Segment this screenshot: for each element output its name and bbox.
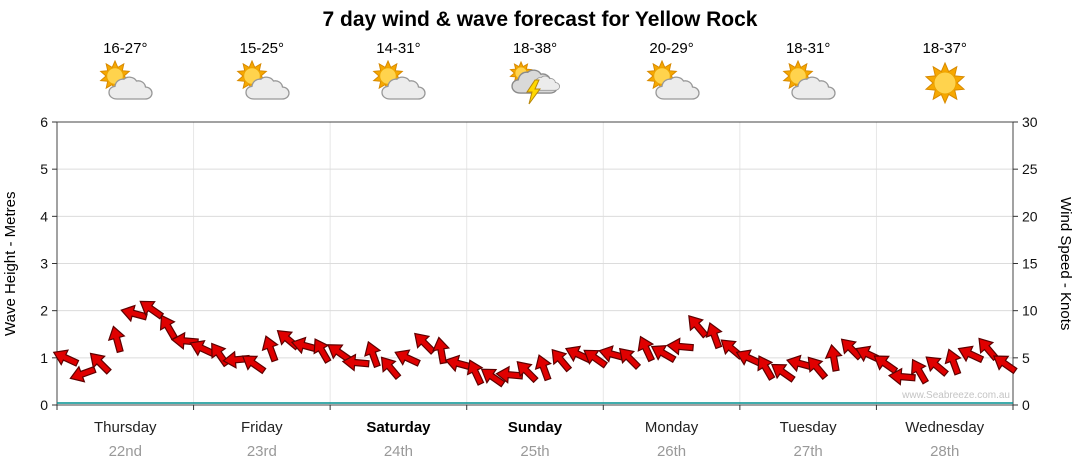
wind-arrow [341, 353, 370, 372]
wind-arrow [139, 300, 165, 320]
right-axis-label: Wind Speed - Knots [1057, 197, 1074, 331]
day-date-label: 23rd [246, 443, 277, 460]
wind-arrow [618, 347, 642, 370]
right-tick-label: 0 [1022, 397, 1030, 413]
day-temp: 14-31° [376, 40, 421, 57]
storm-icon [505, 60, 565, 108]
right-tick-label: 5 [1022, 350, 1030, 366]
wind-arrow [261, 335, 279, 363]
wind-arrow [688, 315, 709, 339]
left-tick-label: 1 [40, 350, 48, 366]
right-tick-label: 15 [1022, 256, 1038, 272]
day-temp: 20-29° [649, 40, 694, 57]
right-tick-label: 30 [1022, 114, 1038, 130]
wind-arrow [705, 321, 723, 350]
sun-cloud-icon [232, 59, 292, 108]
wind-arrow [925, 356, 949, 377]
wind-arrow [807, 356, 829, 381]
day-date-label: 27th [793, 443, 823, 460]
left-tick-label: 4 [40, 208, 48, 224]
wind-arrow [327, 344, 352, 363]
day-name-label: Friday [241, 419, 283, 436]
wind-arrow [107, 325, 126, 354]
watermark: www.Seabreeze.com.au [902, 390, 1010, 401]
left-tick-label: 6 [40, 114, 48, 130]
day-temp: 18-37° [922, 40, 967, 57]
wind-arrow [992, 355, 1018, 375]
page-title: 7 day wind & wave forecast for Yellow Ro… [322, 8, 758, 31]
day-date-label: 22nd [108, 443, 142, 460]
wind-arrow [824, 343, 843, 372]
wind-arrow [480, 368, 506, 388]
wind-arrow [241, 355, 267, 375]
wind-arrow [69, 365, 97, 383]
wind-arrow [414, 332, 437, 355]
sun-cloud-icon [642, 59, 702, 108]
wind-arrow [313, 338, 332, 364]
wind-arrow [52, 349, 80, 367]
wind-arrow [757, 355, 776, 381]
wind-arrow [583, 349, 609, 369]
wind-arrow [516, 361, 539, 384]
wind-arrow [466, 359, 485, 386]
wind-arrow [911, 358, 930, 385]
sun-cloud-icon [95, 59, 155, 108]
day-date-label: 25th [520, 443, 550, 460]
day-temp: 18-38° [512, 40, 558, 57]
wind-arrow [534, 354, 552, 382]
day-name-label: Sunday [507, 419, 563, 436]
day-name-label: Saturday [366, 419, 431, 436]
day-temp: 15-25° [239, 40, 285, 57]
day-name-label: Wednesday [905, 419, 985, 436]
wind-arrow [551, 348, 573, 373]
left-tick-label: 5 [40, 161, 48, 177]
right-tick-label: 10 [1022, 303, 1038, 319]
day-name-label: Thursday [94, 419, 157, 436]
wind-arrow [957, 345, 985, 364]
wind-arrow [770, 363, 796, 383]
wind-arrow [170, 331, 199, 350]
day-date-label: 24th [383, 443, 414, 460]
wind-arrow [650, 345, 677, 364]
sun-cloud-icon [778, 59, 838, 108]
day-name-label: Monday [644, 419, 699, 436]
sun-cloud-icon [368, 59, 428, 108]
wind-arrow [887, 367, 916, 386]
right-tick-label: 20 [1022, 208, 1038, 224]
wind-arrow [978, 337, 999, 362]
day-name-label: Tuesday [779, 419, 837, 436]
day-date-label: 26th [656, 443, 687, 460]
wind-arrow [637, 335, 656, 363]
wind-arrow [666, 337, 694, 356]
left-tick-label: 2 [40, 303, 48, 319]
wind-arrow [394, 349, 421, 367]
left-tick-label: 3 [40, 256, 48, 272]
wind-arrow [89, 352, 112, 375]
left-tick-label: 0 [40, 397, 48, 413]
wind-arrow [364, 340, 382, 369]
wind-arrow [944, 348, 962, 376]
day-temp: 16-27° [103, 40, 148, 57]
sun-icon [915, 60, 975, 108]
day-date-label: 28th [930, 443, 960, 460]
wind-arrow [380, 356, 402, 381]
right-tick-label: 25 [1022, 161, 1038, 177]
wind-arrow [873, 355, 899, 375]
wind-arrow [159, 314, 178, 341]
day-temp: 18-31° [785, 40, 831, 57]
